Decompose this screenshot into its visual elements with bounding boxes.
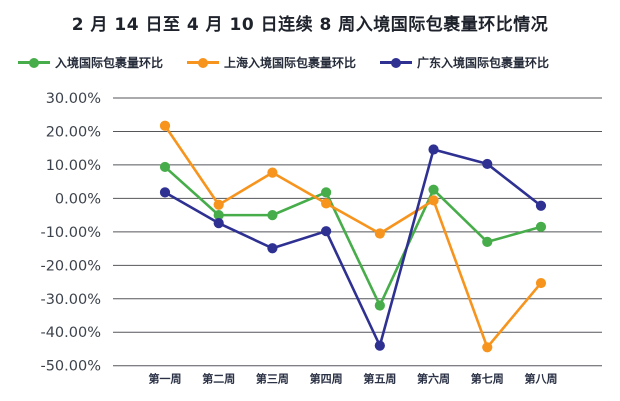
data-point-marker [159,187,171,198]
y-axis-tick-label: -20.00% [40,258,101,274]
x-axis-tick-label: 第七周 [471,372,504,386]
legend-marker-line-dot [18,57,50,68]
data-point-marker [428,195,439,206]
data-point-marker [374,228,385,239]
x-axis-tick-label: 第八周 [524,372,557,386]
data-point-marker [535,200,547,211]
data-point-marker [267,243,278,254]
y-axis-tick-label: -10.00% [40,225,101,241]
y-axis-tick-label: -40.00% [40,325,101,341]
data-point-marker [213,199,224,210]
legend-dot-icon [29,57,39,68]
data-point-marker [482,342,493,353]
data-point-marker [213,218,224,229]
line-chart-plot: 30.00% 20.00% 10.00% 0.00% -10.00% -20.00% -30… [40,91,602,386]
y-axis-tick-label: 0.00% [55,191,101,207]
data-point-marker [428,144,439,155]
data-point-marker [159,161,171,173]
series-line [163,148,543,347]
data-point-marker [159,120,171,131]
y-axis-tick-label: 30.00% [46,91,101,107]
data-point-marker [482,158,493,170]
legend-item-guangdong: 广东入境国际包裹量环比 [380,54,549,71]
legend-label: 入境国际包裹量环比 [55,56,164,70]
y-axis-tick-label: -50.00% [40,359,101,375]
data-point-marker [321,198,332,209]
legend-label: 上海入境国际包裹量环比 [224,56,357,70]
x-axis-tick-label: 第四周 [310,372,343,386]
legend-marker-line-dot [187,57,220,68]
chart-title: 2 月 14 日至 4 月 10 日连续 8 周入境国际包裹量环比情况 [71,15,549,35]
legend-marker-line-dot [380,57,413,68]
x-axis-tick-label: 第六周 [417,372,450,386]
data-point-marker [213,210,224,221]
legend-item-total: 入境国际包裹量环比 [18,54,163,71]
data-point-marker [374,300,385,311]
data-point-marker [321,226,332,237]
legend-dot-icon [391,57,402,68]
data-point-marker [482,236,493,247]
y-axis-tick-label: 20.00% [46,124,101,140]
x-axis-tick-label: 第一周 [149,372,182,386]
chart-legend: 入境国际包裹量环比 上海入境国际包裹量环比 广东入境国际包裹量环比 [18,54,614,71]
data-point-marker [535,221,547,232]
data-point-marker [321,187,332,198]
data-point-marker [428,184,439,195]
data-point-marker [374,340,385,351]
legend-item-shanghai: 上海入境国际包裹量环比 [187,54,356,71]
data-point-marker [267,210,278,221]
data-point-marker [535,277,547,289]
y-axis-tick-label: 10.00% [46,158,101,174]
legend-label: 广东入境国际包裹量环比 [417,56,550,70]
x-axis-tick-label: 第三周 [256,372,289,386]
series-line [163,165,543,307]
series-line [163,124,543,349]
y-axis-tick-label: -30.00% [40,292,101,308]
x-axis-tick-label: 第二周 [202,372,235,386]
x-axis-tick-label: 第五周 [363,372,396,386]
data-point-marker [267,167,278,178]
legend-dot-icon [198,57,209,68]
